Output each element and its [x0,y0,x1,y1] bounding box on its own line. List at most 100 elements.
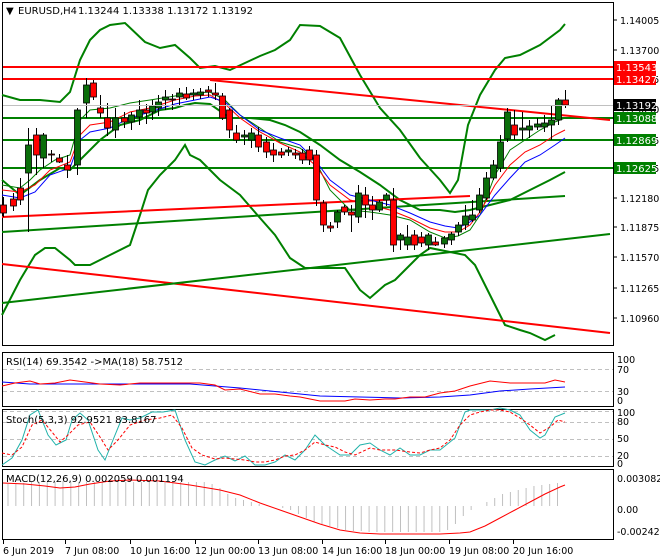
candle [511,124,518,136]
candle [534,123,541,128]
candle [320,202,327,226]
candle [74,109,81,166]
candle [255,134,262,148]
candle [56,157,63,163]
candle [64,164,71,171]
candle [143,109,150,114]
candle [483,177,490,199]
candle [411,234,418,246]
price-tag: 1.13543 [616,63,657,74]
macd-pane[interactable] [2,469,614,540]
candle [562,99,569,106]
candle [548,119,555,126]
candle [441,237,448,245]
candle [248,132,255,141]
candle [212,92,219,96]
candle [90,82,97,98]
candle [348,211,355,216]
ma-blue [1,96,566,229]
trendline[interactable] [1,263,611,334]
candle [526,125,533,131]
rsi-ma-line [1,381,566,399]
candle [306,149,313,161]
macd-signal-line [2,479,566,535]
candle [425,234,432,246]
trendline[interactable] [1,195,566,233]
time-axis-label: 7 Jun 08:00 [65,546,119,557]
candle [469,214,476,221]
candle [149,105,156,113]
price-tag: 1.12625 [616,164,657,175]
candle [292,152,299,156]
price-axis-label: 1.12180 [620,194,659,205]
candle [112,117,119,131]
candle [17,187,24,201]
rsi-pane[interactable] [2,352,614,407]
stoch-title: Stoch(5,3,3) 92.9521 83.8167 [6,415,157,426]
candle [121,117,128,123]
candle [376,201,383,211]
candle [313,154,320,201]
trendline[interactable] [209,79,611,121]
stoch-axis-0: 0 [617,459,623,470]
time-axis-label: 19 Jun 08:00 [449,546,509,557]
candle [418,236,425,244]
bollinger-lower [1,143,556,342]
price-tag: 1.13088 [616,114,657,125]
candle [432,241,439,246]
candle [83,84,90,104]
price-axis-label: 1.11570 [620,253,659,264]
candle [190,92,197,96]
candle [404,236,411,246]
candle [555,99,562,121]
candle [97,107,104,114]
candle [169,98,176,101]
candle [455,224,462,233]
candle [183,93,190,99]
macd-axis-max: 0.003082 [617,474,660,485]
candle [226,109,233,131]
candle [263,141,270,153]
candle [40,134,47,159]
main-pane[interactable] [2,2,614,346]
candle [219,95,226,119]
time-axis-label: 14 Jun 16:00 [322,546,382,557]
candle [390,199,397,246]
candle [299,152,306,161]
ma-red [1,94,566,233]
candle [33,134,40,156]
stoch-axis-20: 20 [617,451,629,462]
candle [162,96,169,101]
macd-axis-zero: 0.00 [617,505,638,516]
candle [205,89,212,93]
rsi-axis-30: 30 [617,387,629,398]
price-tag: 1.12869 [616,136,657,147]
candle [104,117,111,129]
price-tag: 1.13192 [616,101,657,112]
candle [541,122,548,128]
rsi-axis-100: 100 [617,355,635,366]
time-axis-label: 20 Jun 16:00 [513,546,573,557]
candle [383,194,390,201]
price-axis-label: 1.10960 [620,314,659,325]
candle [476,194,483,211]
rsi-line [1,379,566,402]
time-axis-label: 12 Jun 00:00 [195,546,255,557]
time-axis-label: 18 Jun 00:00 [385,546,445,557]
candle [355,192,362,218]
time-axis: 6 Jun 2019 7 Jun 08:00 10 Jun 16:00 12 Jun … [3,540,573,557]
price-axis-label: 1.14005 [620,16,659,27]
trendline[interactable] [1,233,611,304]
dropdown-triangle-icon[interactable]: ▼ [6,6,14,17]
candle [397,234,404,241]
candle [176,92,183,98]
price-axis-label: 1.11265 [620,284,659,295]
time-axis-label: 13 Jun 08:00 [258,546,318,557]
stoch-k-line [1,407,566,466]
candle [197,91,204,96]
trendline[interactable] [1,195,471,218]
candle [504,111,511,140]
candle [327,225,334,229]
